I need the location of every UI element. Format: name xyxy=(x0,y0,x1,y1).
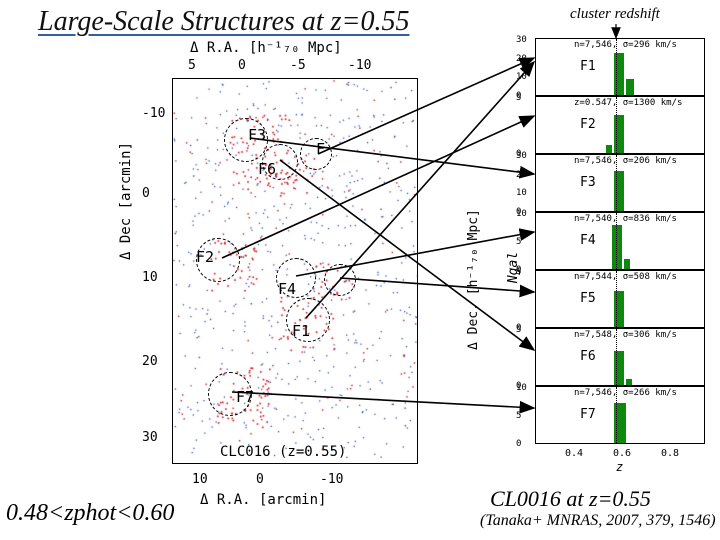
hist-bar xyxy=(624,259,630,269)
hist-info: n=7,546, σ=206 km/s xyxy=(574,156,677,166)
f-region-label: F xyxy=(316,140,325,158)
scatter-left-tick: 20 xyxy=(142,354,158,369)
scatter-top-tick: 5 xyxy=(188,58,196,73)
zphot-range: 0.48<zphot<0.60 xyxy=(6,500,174,527)
cluster-z-line xyxy=(616,213,617,269)
scatter-left-axis-label: Δ Dec [arcmin] xyxy=(118,142,134,260)
scatter-top-axis-label: Δ R.A. [h⁻¹₇₀ Mpc] xyxy=(190,40,342,56)
scatter-inner-title: CLC016 (z=0.55) xyxy=(220,444,346,460)
hist-bar xyxy=(612,225,622,269)
hist-info: n=7,548, σ=306 km/s xyxy=(574,330,677,340)
cluster-z-line xyxy=(616,271,617,327)
f-region-label: F6 xyxy=(258,160,276,178)
hist-x-label: z xyxy=(616,460,623,474)
hist-f-label: F5 xyxy=(580,291,596,306)
hist-f-label: F6 xyxy=(580,349,596,364)
object-name: CL0016 at z=0.55 xyxy=(490,486,651,512)
f-region-label: F3 xyxy=(248,126,266,144)
hist-ytick: 10 xyxy=(516,72,527,82)
hist-info: z=0.547, σ=1300 km/s xyxy=(574,98,682,108)
hist-bar xyxy=(606,145,612,153)
hist-xtick: 0.4 xyxy=(565,448,583,459)
cluster-z-line xyxy=(616,39,617,95)
hist-ytick: 30 xyxy=(516,35,527,45)
hist-bar xyxy=(626,79,634,95)
cluster-redshift-label: cluster redshift xyxy=(570,6,660,23)
hist-bar xyxy=(626,379,632,385)
f-region-circle xyxy=(324,264,356,296)
hist-panel: n=7,546, σ=206 km/sF33020100 xyxy=(535,154,705,212)
hist-ytick: 20 xyxy=(516,54,527,64)
hist-info: n=7,544, σ=508 km/s xyxy=(574,272,677,282)
hist-panel: n=7,546, σ=296 km/sF13020100 xyxy=(535,38,705,96)
hist-info: n=7,546, σ=266 km/s xyxy=(574,388,677,398)
hist-ytick: 10 xyxy=(516,209,527,219)
hist-f-label: F7 xyxy=(580,407,596,422)
hist-xtick: 0.8 xyxy=(661,448,679,459)
cluster-z-line xyxy=(616,387,617,443)
cluster-z-line xyxy=(616,97,617,153)
cluster-z-line xyxy=(616,329,617,385)
scatter-top-tick: -5 xyxy=(290,58,306,73)
scatter-bottom-tick: 10 xyxy=(192,472,208,487)
hist-ytick: 5 xyxy=(516,325,521,335)
hist-ytick: 0 xyxy=(516,439,521,449)
scatter-left-tick: 10 xyxy=(142,270,158,285)
scatter-bottom-tick: 0 xyxy=(256,472,264,487)
hist-ytick: 5 xyxy=(516,411,521,421)
hist-f-label: F3 xyxy=(580,175,596,190)
f-region-label: F2 xyxy=(196,248,214,266)
scatter-left-tick: 30 xyxy=(142,430,158,445)
scatter-top-tick: 0 xyxy=(238,58,246,73)
hist-f-label: F4 xyxy=(580,233,596,248)
scatter-top-tick: -10 xyxy=(348,58,371,73)
hist-y-label: Ngal xyxy=(506,252,521,283)
cluster-z-line xyxy=(616,155,617,211)
hist-panel: n=7,540, σ=836 km/sF41050 xyxy=(535,212,705,270)
hist-panel: n=7,544, σ=508 km/sF550 xyxy=(535,270,705,328)
hist-panel: n=7,548, σ=306 km/sF650 xyxy=(535,328,705,386)
hist-ytick: 20 xyxy=(516,170,527,180)
hist-xtick: 0.6 xyxy=(613,448,631,459)
hist-f-label: F1 xyxy=(580,59,596,74)
citation: (Tanaka+ MNRAS, 2007, 379, 1546) xyxy=(480,512,716,530)
f-region-label: F7 xyxy=(236,388,254,406)
hist-info: n=7,540, σ=836 km/s xyxy=(574,214,677,224)
hist-ytick: 10 xyxy=(516,188,527,198)
page-title: Large-Scale Structures at z=0.55 xyxy=(38,6,409,38)
scatter-left-tick: 0 xyxy=(142,186,150,201)
scatter-left-tick: -10 xyxy=(142,106,165,121)
f-region-label: F1 xyxy=(292,322,310,340)
hist-panel: z=0.547, σ=1300 km/sF250 xyxy=(535,96,705,154)
hist-info: n=7,546, σ=296 km/s xyxy=(574,40,677,50)
hist-ytick: 5 xyxy=(516,93,521,103)
scatter-bottom-tick: -10 xyxy=(320,472,343,487)
hist-right-label: Δ Dec. [h⁻¹₇₀ Mpc] xyxy=(466,209,481,350)
hist-ytick: 10 xyxy=(516,383,527,393)
scatter-bottom-axis-label: Δ R.A. [arcmin] xyxy=(200,492,326,508)
hist-f-label: F2 xyxy=(580,117,596,132)
f-region-label: F4 xyxy=(278,280,296,298)
hist-ytick: 5 xyxy=(516,237,521,247)
hist-panel: n=7,546, σ=266 km/sF71050 xyxy=(535,386,705,444)
hist-ytick: 30 xyxy=(516,151,527,161)
